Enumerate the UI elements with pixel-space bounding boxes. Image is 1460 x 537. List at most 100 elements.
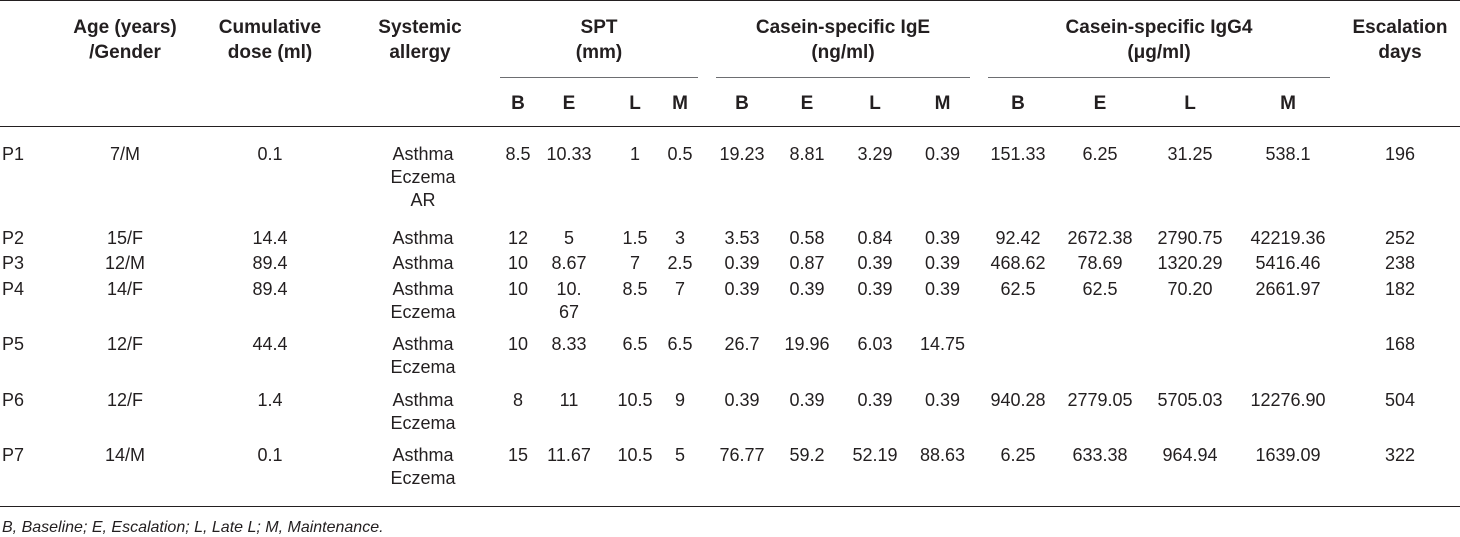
row-1-id-cell: P1 — [2, 144, 25, 164]
row-5-ige-1-cell: 19.96 — [784, 334, 830, 354]
row-2-spt-0-cell: 12 — [507, 228, 529, 248]
row-1-spt-0-cell: 8.5 — [505, 144, 531, 164]
row-7-igg4-1-cell: 633.38 — [1072, 445, 1128, 465]
row-6-igg4-2-cell: 5705.03 — [1157, 390, 1223, 410]
row-1-ige-2-cell: 3.29 — [857, 144, 893, 164]
row-7-ige-1-cell: 59.2 — [789, 445, 825, 465]
row-1-igg4-3-cell: 538.1 — [1265, 144, 1311, 164]
row-2-spt-2-cell: 1.5 — [622, 228, 648, 248]
header-escalation: Escalation days — [1352, 17, 1448, 63]
row-6-ige-2-cell: 0.39 — [857, 390, 893, 410]
row-4-ige-3-cell: 0.39 — [924, 279, 961, 299]
row-2-igg4-1-cell: 2672.38 — [1067, 228, 1133, 248]
row-4-age-cell: 14/F — [106, 279, 144, 299]
row-1-igg4-0-cell: 151.33 — [990, 144, 1046, 164]
row-2-allergy-cell: Asthma — [392, 228, 454, 248]
row-5-ige-0-cell: 26.7 — [724, 334, 760, 354]
row-2-spt-1-cell: 5 — [563, 228, 574, 248]
row-4-ige-1-cell: 0.39 — [789, 279, 825, 299]
row-1-dose-cell: 0.1 — [257, 144, 283, 164]
row-4-ige-0-cell: 0.39 — [724, 279, 760, 299]
row-3-age-cell: 12/M — [104, 253, 146, 273]
row-4-igg4-3-cell: 2661.97 — [1255, 279, 1321, 299]
row-6-dose-cell: 1.4 — [257, 390, 283, 410]
row-6-ige-0-cell: 0.39 — [724, 390, 760, 410]
row-3-ige-2-cell: 0.39 — [857, 253, 893, 273]
row-7-ige-3-cell: 88.63 — [919, 445, 966, 465]
row-2-ige-2-cell: 0.84 — [857, 228, 893, 248]
row-2-id-cell: P2 — [2, 228, 25, 248]
row-5-spt-2-cell: 6.5 — [622, 334, 648, 354]
row-7-igg4-0-cell: 6.25 — [1000, 445, 1036, 465]
subheader-igg4-b: B — [1011, 93, 1025, 114]
row-2-ige-1-cell: 0.58 — [789, 228, 825, 248]
row-7-days-cell: 322 — [1384, 445, 1416, 465]
row-5-allergy-cell: Asthma Eczema — [390, 334, 456, 377]
subheader-igg4-e: E — [1093, 93, 1107, 114]
subheader-ige-b: B — [735, 93, 749, 114]
row-3-igg4-2-cell: 1320.29 — [1157, 253, 1223, 273]
header-allergy: Systemic allergy — [378, 17, 462, 63]
row-5-spt-1-cell: 8.33 — [551, 334, 587, 354]
row-6-ige-1-cell: 0.39 — [789, 390, 825, 410]
bottom-rule — [0, 506, 1460, 507]
row-3-allergy-cell: Asthma — [392, 253, 454, 273]
row-6-igg4-1-cell: 2779.05 — [1067, 390, 1133, 410]
row-7-ige-0-cell: 76.77 — [719, 445, 765, 465]
row-3-igg4-0-cell: 468.62 — [990, 253, 1046, 273]
row-1-ige-3-cell: 0.39 — [924, 144, 961, 164]
row-5-spt-0-cell: 10 — [507, 334, 529, 354]
row-4-spt-0-cell: 10 — [507, 279, 529, 299]
row-4-ige-2-cell: 0.39 — [857, 279, 893, 299]
row-1-allergy-cell: Asthma Eczema AR — [390, 144, 456, 210]
row-2-igg4-0-cell: 92.42 — [995, 228, 1041, 248]
row-3-ige-3-cell: 0.39 — [924, 253, 961, 273]
header-spt: SPT (mm) — [575, 17, 623, 63]
subheader-igg4-l: L — [1184, 93, 1196, 114]
row-3-igg4-3-cell: 5416.46 — [1255, 253, 1321, 273]
row-6-age-cell: 12/F — [106, 390, 144, 410]
row-5-spt-3-cell: 6.5 — [667, 334, 693, 354]
row-7-spt-3-cell: 5 — [674, 445, 685, 465]
row-2-igg4-2-cell: 2790.75 — [1157, 228, 1223, 248]
row-2-spt-3-cell: 3 — [674, 228, 685, 248]
row-1-ige-1-cell: 8.81 — [789, 144, 825, 164]
row-3-spt-1-cell: 8.67 — [551, 253, 587, 273]
row-7-ige-2-cell: 52.19 — [852, 445, 898, 465]
header-age: Age (years) /Gender — [73, 17, 177, 63]
row-6-spt-1-cell: 11 — [559, 390, 579, 410]
row-6-spt-3-cell: 9 — [674, 390, 685, 410]
row-3-igg4-1-cell: 78.69 — [1077, 253, 1123, 273]
header-igg4: Casein-specific IgG4 (μg/ml) — [1065, 17, 1253, 63]
subheader-spt-e: E — [562, 93, 576, 114]
row-4-dose-cell: 89.4 — [252, 279, 288, 299]
row-7-id-cell: P7 — [2, 445, 25, 465]
row-1-igg4-2-cell: 31.25 — [1167, 144, 1213, 164]
igg4-underline — [988, 77, 1330, 78]
row-5-id-cell: P5 — [2, 334, 25, 354]
row-1-age-cell: 7/M — [109, 144, 140, 164]
top-rule — [0, 0, 1460, 1]
row-3-spt-2-cell: 7 — [629, 253, 640, 273]
row-6-days-cell: 504 — [1384, 390, 1416, 410]
row-7-allergy-cell: Asthma Eczema — [390, 445, 456, 488]
ige-underline — [716, 77, 970, 78]
row-3-dose-cell: 89.4 — [252, 253, 288, 273]
row-2-ige-0-cell: 3.53 — [724, 228, 760, 248]
subheader-ige-l: L — [869, 93, 881, 114]
row-5-dose-cell: 44.4 — [252, 334, 288, 354]
spt-underline — [500, 77, 698, 78]
row-2-days-cell: 252 — [1384, 228, 1416, 248]
row-4-igg4-0-cell: 62.5 — [1000, 279, 1036, 299]
row-4-spt-2-cell: 8.5 — [622, 279, 648, 299]
row-2-age-cell: 15/F — [106, 228, 144, 248]
subheader-spt-b: B — [511, 93, 525, 114]
row-3-id-cell: P3 — [2, 253, 25, 273]
row-6-igg4-0-cell: 940.28 — [990, 390, 1046, 410]
row-6-igg4-3-cell: 12276.90 — [1250, 390, 1326, 410]
row-6-spt-0-cell: 8 — [512, 390, 523, 410]
row-1-spt-2-cell: 1 — [629, 144, 640, 164]
row-1-days-cell: 196 — [1384, 144, 1416, 164]
row-6-allergy-cell: Asthma Eczema — [390, 390, 456, 433]
row-4-igg4-2-cell: 70.20 — [1167, 279, 1213, 299]
